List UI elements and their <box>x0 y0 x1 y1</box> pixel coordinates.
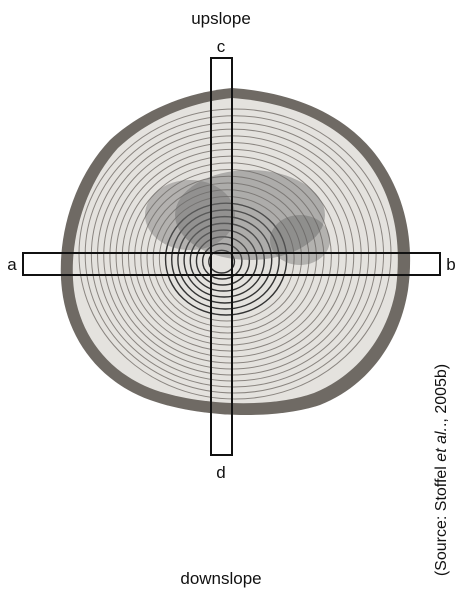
source-italic: et al. <box>433 427 450 462</box>
figure: upslope downslope a b c d (Source: Stoff… <box>0 0 456 612</box>
label-d: d <box>216 463 225 482</box>
tree-disc <box>61 88 410 415</box>
source-suffix: ., 2005b) <box>433 364 450 427</box>
label-upslope: upslope <box>191 9 251 28</box>
label-downslope: downslope <box>180 569 261 588</box>
reaction-wood <box>145 180 235 250</box>
source-prefix: (Source: Stoffel <box>433 462 450 576</box>
label-a: a <box>7 255 17 274</box>
label-c: c <box>217 37 226 56</box>
reaction-wood <box>270 215 330 265</box>
source-note: (Source: Stoffel et al.., 2005b) <box>433 364 450 576</box>
label-b: b <box>446 255 455 274</box>
